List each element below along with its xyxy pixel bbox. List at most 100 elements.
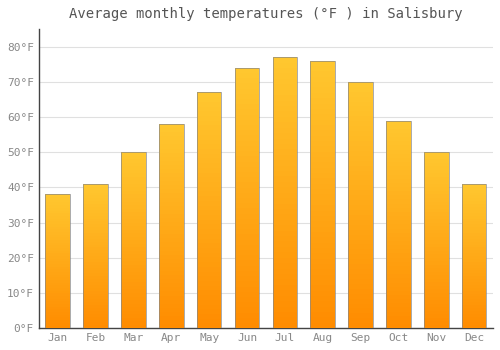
Bar — [159, 194, 184, 197]
Bar — [348, 87, 373, 92]
Bar — [348, 234, 373, 239]
Bar — [46, 195, 70, 328]
Bar — [424, 180, 448, 184]
Bar — [348, 323, 373, 328]
Bar — [46, 197, 70, 200]
Bar — [386, 146, 410, 150]
Bar — [462, 222, 486, 224]
Bar — [310, 146, 335, 152]
Bar — [159, 189, 184, 194]
Bar — [46, 283, 70, 285]
Bar — [46, 226, 70, 229]
Bar — [424, 296, 448, 300]
Bar — [310, 98, 335, 104]
Bar — [84, 325, 108, 328]
Bar — [272, 74, 297, 79]
Bar — [159, 222, 184, 226]
Bar — [462, 265, 486, 268]
Bar — [272, 79, 297, 84]
Bar — [386, 299, 410, 303]
Bar — [386, 170, 410, 175]
Bar — [46, 275, 70, 278]
Bar — [84, 213, 108, 216]
Bar — [197, 290, 222, 295]
Bar — [121, 275, 146, 279]
Bar — [386, 266, 410, 270]
Bar — [197, 276, 222, 281]
Bar — [197, 220, 222, 224]
Bar — [386, 274, 410, 278]
Bar — [234, 245, 260, 250]
Bar — [272, 204, 297, 209]
Bar — [84, 204, 108, 207]
Bar — [310, 323, 335, 328]
Bar — [46, 251, 70, 253]
Bar — [272, 296, 297, 301]
Bar — [272, 117, 297, 122]
Bar — [84, 273, 108, 276]
Bar — [159, 295, 184, 300]
Bar — [272, 111, 297, 117]
Bar — [386, 141, 410, 146]
Bar — [84, 299, 108, 302]
Bar — [310, 71, 335, 77]
Bar — [234, 78, 260, 83]
Bar — [46, 234, 70, 237]
Bar — [84, 187, 108, 190]
Bar — [84, 259, 108, 262]
Bar — [121, 216, 146, 219]
Bar — [272, 57, 297, 63]
Bar — [462, 245, 486, 247]
Bar — [46, 296, 70, 299]
Bar — [272, 307, 297, 312]
Bar — [159, 124, 184, 328]
Bar — [121, 286, 146, 289]
Bar — [272, 268, 297, 274]
Bar — [159, 255, 184, 259]
Bar — [272, 100, 297, 106]
Bar — [121, 289, 146, 293]
Bar — [197, 234, 222, 239]
Bar — [310, 291, 335, 296]
Bar — [197, 140, 222, 144]
Bar — [386, 220, 410, 224]
Bar — [234, 203, 260, 208]
Bar — [159, 124, 184, 128]
Bar — [84, 294, 108, 296]
Bar — [348, 92, 373, 97]
Bar — [84, 193, 108, 195]
Bar — [46, 210, 70, 213]
Bar — [84, 256, 108, 259]
Bar — [84, 282, 108, 285]
Bar — [197, 239, 222, 243]
Bar — [84, 236, 108, 239]
Bar — [272, 241, 297, 247]
Bar — [348, 289, 373, 294]
Bar — [197, 205, 222, 210]
Bar — [159, 230, 184, 234]
Bar — [84, 308, 108, 311]
Bar — [159, 287, 184, 292]
Bar — [159, 259, 184, 263]
Bar — [386, 245, 410, 249]
Bar — [310, 226, 335, 232]
Bar — [386, 175, 410, 179]
Bar — [424, 279, 448, 282]
Bar — [272, 176, 297, 182]
Bar — [197, 92, 222, 97]
Bar — [84, 302, 108, 305]
Bar — [46, 320, 70, 323]
Bar — [310, 125, 335, 130]
Bar — [424, 314, 448, 318]
Bar — [424, 282, 448, 286]
Bar — [386, 195, 410, 199]
Bar — [46, 317, 70, 320]
Bar — [424, 289, 448, 293]
Bar — [46, 299, 70, 301]
Bar — [424, 258, 448, 261]
Bar — [159, 308, 184, 312]
Bar — [197, 258, 222, 262]
Bar — [234, 99, 260, 104]
Bar — [84, 190, 108, 193]
Bar — [310, 253, 335, 259]
